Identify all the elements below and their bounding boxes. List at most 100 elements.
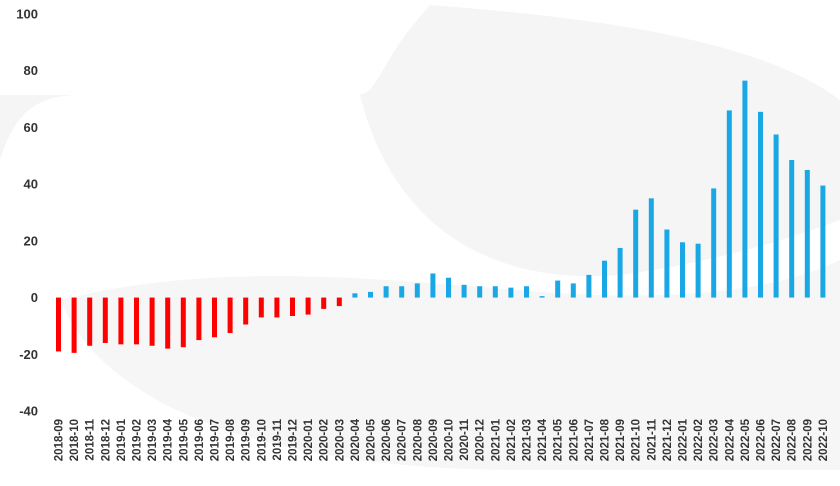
bar-2019-11 bbox=[274, 297, 280, 318]
bar-2020-10 bbox=[446, 277, 451, 298]
y-tick-label: 0 bbox=[31, 290, 38, 305]
bar-2021-04 bbox=[539, 296, 545, 298]
x-tick-label: 2019-03 bbox=[147, 419, 159, 461]
x-tick-label: 2018-09 bbox=[54, 419, 66, 461]
x-tick-label: 2020-04 bbox=[350, 418, 362, 461]
x-tick-label: 2021-05 bbox=[553, 418, 565, 461]
bar-2018-11 bbox=[87, 297, 93, 346]
x-tick-label: 2019-11 bbox=[272, 418, 284, 460]
bar-2022-03 bbox=[711, 188, 717, 298]
x-tick-label: 2018-11 bbox=[85, 418, 97, 460]
x-tick-label: 2019-09 bbox=[241, 419, 253, 461]
bar-2021-01 bbox=[492, 286, 498, 298]
bar-2018-09 bbox=[56, 297, 61, 352]
bar-2019-12 bbox=[290, 297, 295, 317]
bar-2018-12 bbox=[102, 297, 108, 343]
bar-2020-12 bbox=[477, 286, 483, 298]
bar-2020-05 bbox=[368, 291, 373, 298]
x-tick-label: 2019-01 bbox=[116, 418, 128, 461]
bar-2020-09 bbox=[430, 273, 436, 298]
x-tick-label: 2019-02 bbox=[132, 419, 144, 461]
x-tick-label: 2021-03 bbox=[522, 419, 534, 461]
x-tick-label: 2022-02 bbox=[693, 419, 705, 461]
bar-2020-04 bbox=[352, 293, 358, 298]
x-tick-label: 2021-10 bbox=[631, 419, 643, 461]
watermark-swoosh bbox=[60, 260, 840, 470]
y-tick-label: 40 bbox=[24, 177, 38, 192]
x-tick-label: 2020-08 bbox=[412, 418, 424, 461]
x-tick-label: 2020-01 bbox=[303, 418, 315, 461]
watermark-background bbox=[0, 5, 840, 470]
y-tick-label: 60 bbox=[24, 120, 38, 135]
y-tick-label: -20 bbox=[19, 347, 38, 362]
bar-2022-10 bbox=[820, 185, 826, 298]
x-tick-label: 2019-07 bbox=[210, 419, 222, 461]
y-tick-label: 20 bbox=[24, 233, 38, 248]
bar-2021-06 bbox=[570, 283, 576, 298]
bar-2022-06 bbox=[758, 111, 763, 298]
x-tick-label: 2020-02 bbox=[319, 419, 331, 461]
x-tick-label: 2021-11 bbox=[646, 418, 658, 460]
x-tick-label: 2022-05 bbox=[740, 418, 752, 461]
bar-2020-02 bbox=[321, 297, 327, 309]
x-tick-label: 2019-08 bbox=[225, 418, 237, 461]
x-tick-label: 2020-06 bbox=[381, 419, 393, 461]
x-tick-label: 2022-01 bbox=[678, 418, 690, 461]
bar-series bbox=[56, 80, 826, 353]
bar-2020-08 bbox=[414, 283, 420, 298]
x-tick-label: 2021-07 bbox=[584, 419, 596, 461]
bar-2021-10 bbox=[633, 209, 639, 298]
bar-2022-02 bbox=[695, 243, 701, 298]
bar-2022-01 bbox=[680, 242, 685, 298]
bar-2021-11 bbox=[648, 198, 654, 298]
x-tick-label: 2022-08 bbox=[787, 418, 799, 461]
y-tick-label: -40 bbox=[19, 404, 38, 419]
x-tick-label: 2020-11 bbox=[459, 418, 471, 460]
x-tick-label: 2018-12 bbox=[100, 419, 112, 461]
x-tick-label: 2019-12 bbox=[288, 419, 300, 461]
bar-2021-12 bbox=[664, 229, 670, 298]
bar-2021-08 bbox=[602, 260, 607, 298]
bar-2022-04 bbox=[726, 110, 732, 298]
x-tick-label: 2022-10 bbox=[818, 419, 830, 461]
y-tick-label: 80 bbox=[24, 63, 38, 78]
x-tick-label: 2019-06 bbox=[194, 419, 206, 461]
bar-2022-09 bbox=[804, 169, 810, 298]
bar-2020-11 bbox=[461, 284, 467, 298]
x-tick-label: 2020-12 bbox=[475, 419, 487, 461]
bar-2020-07 bbox=[399, 286, 405, 298]
bar-2019-01 bbox=[118, 297, 124, 345]
x-tick-label: 2022-04 bbox=[724, 418, 736, 461]
bar-2019-04 bbox=[165, 297, 171, 349]
x-tick-label: 2022-07 bbox=[771, 419, 783, 461]
bar-2019-05 bbox=[180, 297, 186, 348]
x-tick-label: 2020-07 bbox=[397, 419, 409, 461]
x-tick-label: 2020-09 bbox=[428, 419, 440, 461]
watermark-shape bbox=[0, 5, 840, 277]
x-tick-label: 2021-06 bbox=[568, 419, 580, 461]
bar-2020-06 bbox=[383, 286, 389, 298]
x-tick-label: 2021-12 bbox=[662, 419, 674, 461]
x-tick-label: 2022-09 bbox=[802, 419, 814, 461]
bar-2021-05 bbox=[555, 280, 561, 298]
x-tick-label: 2022-06 bbox=[756, 419, 768, 461]
bar-2019-07 bbox=[212, 297, 217, 338]
x-tick-label: 2019-10 bbox=[256, 419, 268, 461]
x-tick-label: 2021-04 bbox=[537, 418, 549, 461]
bar-2019-06 bbox=[196, 297, 202, 341]
bar-2022-05 bbox=[742, 80, 748, 298]
x-tick-label: 2019-05 bbox=[178, 418, 190, 461]
bar-2020-03 bbox=[336, 297, 342, 307]
x-tick-label: 2018-10 bbox=[69, 419, 81, 461]
bar-2019-10 bbox=[258, 297, 264, 318]
bar-2019-08 bbox=[227, 297, 233, 334]
bar-2022-07 bbox=[773, 134, 779, 298]
bar-2021-02 bbox=[508, 287, 514, 298]
x-tick-label: 2020-03 bbox=[334, 419, 346, 461]
bar-2021-07 bbox=[586, 274, 592, 298]
bar-2021-09 bbox=[617, 247, 623, 298]
x-tick-label: 2020-10 bbox=[444, 419, 456, 461]
x-axis: 2018-09 2018-10 2018-11 2018-12 2019-01 2019-… bbox=[54, 418, 830, 461]
